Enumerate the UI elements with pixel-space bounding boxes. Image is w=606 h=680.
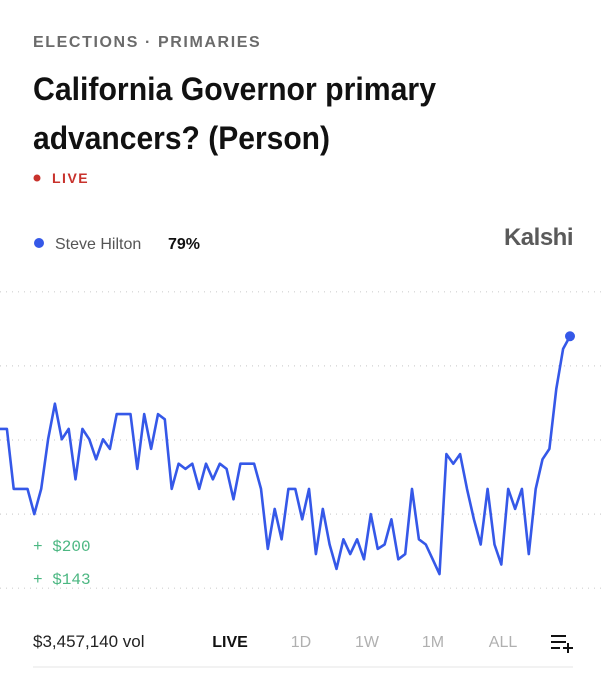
legend-dot	[34, 238, 44, 248]
brand-logo: Kalshi	[504, 224, 573, 251]
volume: $3,457,140 vol	[33, 632, 145, 651]
breadcrumb: ELECTIONS · PRIMARIES	[33, 34, 261, 51]
tab[interactable]: 1W	[355, 634, 380, 651]
tab[interactable]: 1D	[291, 634, 311, 651]
current-point	[565, 331, 575, 342]
live-dot	[33, 174, 41, 182]
money-label: + $143	[33, 571, 91, 589]
price-line	[0, 335, 572, 576]
tab[interactable]: 1M	[422, 634, 444, 651]
title: advancers? (Person)	[33, 120, 330, 156]
live-status: LIVE	[52, 170, 89, 186]
money-label: + $200	[33, 538, 91, 556]
plot	[0, 291, 606, 589]
legend-value: 79%	[168, 236, 200, 253]
tab[interactable]: ALL	[489, 634, 518, 651]
title: California Governor primary	[33, 71, 436, 107]
legend-name: Steve Hilton	[55, 236, 141, 253]
add-to-list-icon[interactable]	[551, 635, 573, 653]
tab[interactable]: LIVE	[212, 634, 248, 651]
